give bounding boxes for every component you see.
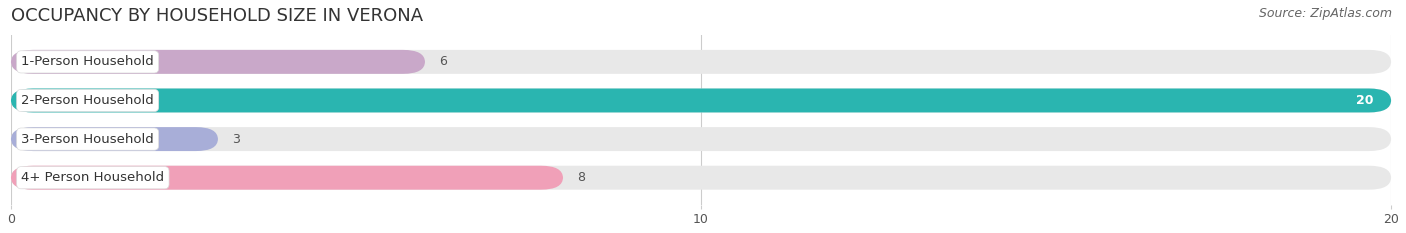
Text: 8: 8 (576, 171, 585, 184)
FancyBboxPatch shape (11, 50, 425, 74)
FancyBboxPatch shape (11, 127, 1391, 151)
Text: Source: ZipAtlas.com: Source: ZipAtlas.com (1258, 7, 1392, 20)
FancyBboxPatch shape (11, 89, 1391, 113)
Text: 1-Person Household: 1-Person Household (21, 55, 155, 68)
FancyBboxPatch shape (11, 89, 1391, 113)
Text: 20: 20 (1357, 94, 1374, 107)
FancyBboxPatch shape (11, 50, 1391, 74)
FancyBboxPatch shape (11, 166, 1391, 190)
FancyBboxPatch shape (11, 166, 562, 190)
Text: 2-Person Household: 2-Person Household (21, 94, 155, 107)
Text: OCCUPANCY BY HOUSEHOLD SIZE IN VERONA: OCCUPANCY BY HOUSEHOLD SIZE IN VERONA (11, 7, 423, 25)
Text: 6: 6 (439, 55, 447, 68)
Text: 3: 3 (232, 133, 239, 146)
Text: 4+ Person Household: 4+ Person Household (21, 171, 165, 184)
FancyBboxPatch shape (11, 127, 218, 151)
Text: 3-Person Household: 3-Person Household (21, 133, 155, 146)
